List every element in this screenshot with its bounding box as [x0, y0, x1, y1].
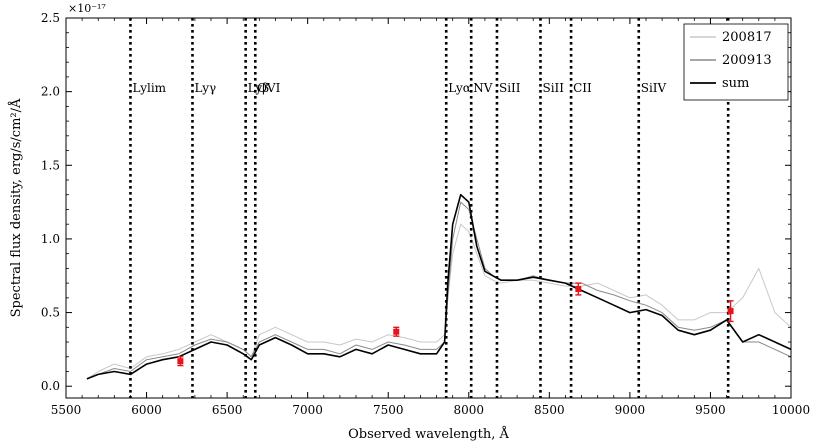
legend-entry: 200913	[690, 53, 772, 68]
emission-line-label: Lylim	[132, 81, 166, 95]
photometry-layer	[177, 282, 734, 367]
y-tick-label: 1.0	[41, 232, 60, 246]
x-tick-label: 5500	[51, 403, 82, 417]
y-tick-label: 2.0	[41, 85, 60, 99]
x-tick-label: 8500	[534, 403, 565, 417]
legend: 200817 200913 sum	[683, 23, 789, 101]
emission-line-label: SiIV	[641, 81, 667, 95]
photometry-point	[393, 326, 400, 337]
x-tick-label: 6000	[131, 403, 162, 417]
x-tick-label: 8000	[454, 403, 485, 417]
emission-line-label: CII	[573, 81, 592, 95]
y-axis-label: Spectral flux density, erg/s/cm²/Å	[8, 98, 24, 317]
plot-frame	[65, 17, 792, 399]
legend-entry: 200817	[690, 30, 772, 45]
legend-label: 200817	[722, 30, 772, 45]
x-tick-label: 6500	[212, 403, 243, 417]
photometry-marker	[393, 328, 400, 335]
photometry-point	[575, 282, 582, 296]
legend-label: sum	[722, 76, 749, 91]
photometry-marker	[177, 358, 184, 365]
emission-line-label: SiII	[542, 81, 564, 95]
photometry-point	[727, 300, 734, 323]
y-tick-label: 0.5	[41, 306, 60, 320]
series-layer	[86, 193, 791, 380]
emission-line-label: OVI	[257, 81, 280, 95]
axes-layer: 5500 6000 6500 7000 7500 8000 8500 9000 9500 1000…	[8, 2, 810, 442]
photometry-marker	[727, 308, 734, 315]
legend-entry: sum	[690, 76, 749, 91]
emission-line-label: SiII	[499, 81, 521, 95]
x-tick-label: 7500	[373, 403, 404, 417]
emission-line-label: Lyγ	[194, 81, 216, 95]
photometry-point	[177, 356, 184, 367]
y-tick-label: 2.5	[41, 11, 60, 25]
x-tick-label: 9500	[695, 403, 726, 417]
photometry-marker	[575, 286, 582, 293]
y-tick-label: 1.5	[41, 158, 60, 172]
x-tick-label: 10000	[772, 403, 810, 417]
y-multiplier-label: ×10⁻¹⁷	[68, 2, 106, 15]
emission-line-label: Lyα	[448, 81, 471, 95]
x-axis-label: Observed wavelength, Å	[348, 426, 509, 442]
emission-line-label: NV	[473, 81, 493, 95]
series-line-sum	[86, 193, 791, 380]
emission-line-label: Lyβ	[248, 81, 270, 95]
x-tick-label: 9000	[615, 403, 646, 417]
y-tick-label: 0.0	[41, 379, 60, 393]
x-tick-label: 7000	[292, 403, 323, 417]
legend-label: 200913	[722, 53, 772, 68]
